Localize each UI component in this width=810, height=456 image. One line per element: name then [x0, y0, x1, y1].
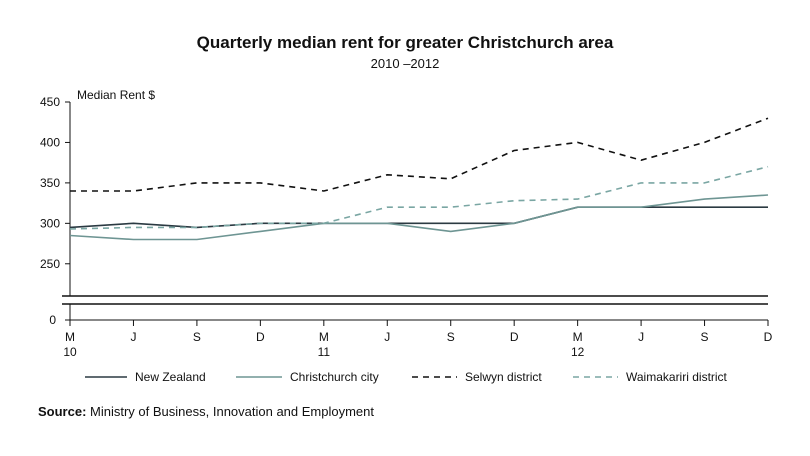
source-note: Source: Ministry of Business, Innovation… — [38, 404, 374, 419]
x-tick-label: S — [447, 330, 455, 344]
x-tick-label: S — [193, 330, 201, 344]
y-tick-label: 400 — [40, 135, 60, 149]
y-tick-label: 250 — [40, 257, 60, 271]
x-tick-label: S — [701, 330, 709, 344]
series-line-new-zealand — [69, 206, 768, 229]
legend-label: Waimakariri district — [626, 370, 728, 384]
y-tick-label: 300 — [40, 216, 60, 230]
series-line-selwyn-district — [70, 117, 769, 192]
source-label: Source: — [38, 404, 87, 419]
y-axis-label: Median Rent $ — [77, 88, 155, 102]
x-tick-year-label: 11 — [318, 345, 331, 359]
legend-label: New Zealand — [135, 370, 206, 384]
x-tick-label: M — [573, 330, 583, 344]
x-tick-label: D — [510, 330, 519, 344]
x-tick-label: J — [384, 330, 390, 344]
x-tick-label: D — [256, 330, 265, 344]
y-tick-label-break: 0 — [49, 313, 56, 327]
x-tick-year-label: 10 — [63, 345, 77, 359]
legend-label: Selwyn district — [465, 370, 542, 384]
y-tick-label: 350 — [40, 176, 60, 190]
chart-title: Quarterly median rent for greater Christ… — [196, 33, 614, 52]
x-tick-label: D — [764, 330, 773, 344]
x-tick-year-label: 12 — [571, 345, 585, 359]
source-text: Ministry of Business, Innovation and Emp… — [90, 404, 374, 419]
x-tick-label: J — [638, 330, 644, 344]
series-line-waimakariri-district — [69, 165, 769, 230]
series-line-christchurch-city — [69, 194, 769, 241]
x-tick-label: M — [319, 330, 329, 344]
chart-series — [69, 117, 769, 241]
x-tick-label: M — [65, 330, 75, 344]
chart-legend: New Zealand Christchurch city Selwyn distr… — [85, 370, 728, 384]
legend-label: Christchurch city — [290, 370, 379, 384]
y-tick-label: 450 — [40, 95, 60, 109]
y-axis-ticks: 450 400 350 300 250 0 — [40, 95, 70, 327]
x-tick-label: J — [130, 330, 136, 344]
chart-subtitle: 2010 –2012 — [370, 56, 440, 71]
chart-axes — [62, 102, 768, 321]
